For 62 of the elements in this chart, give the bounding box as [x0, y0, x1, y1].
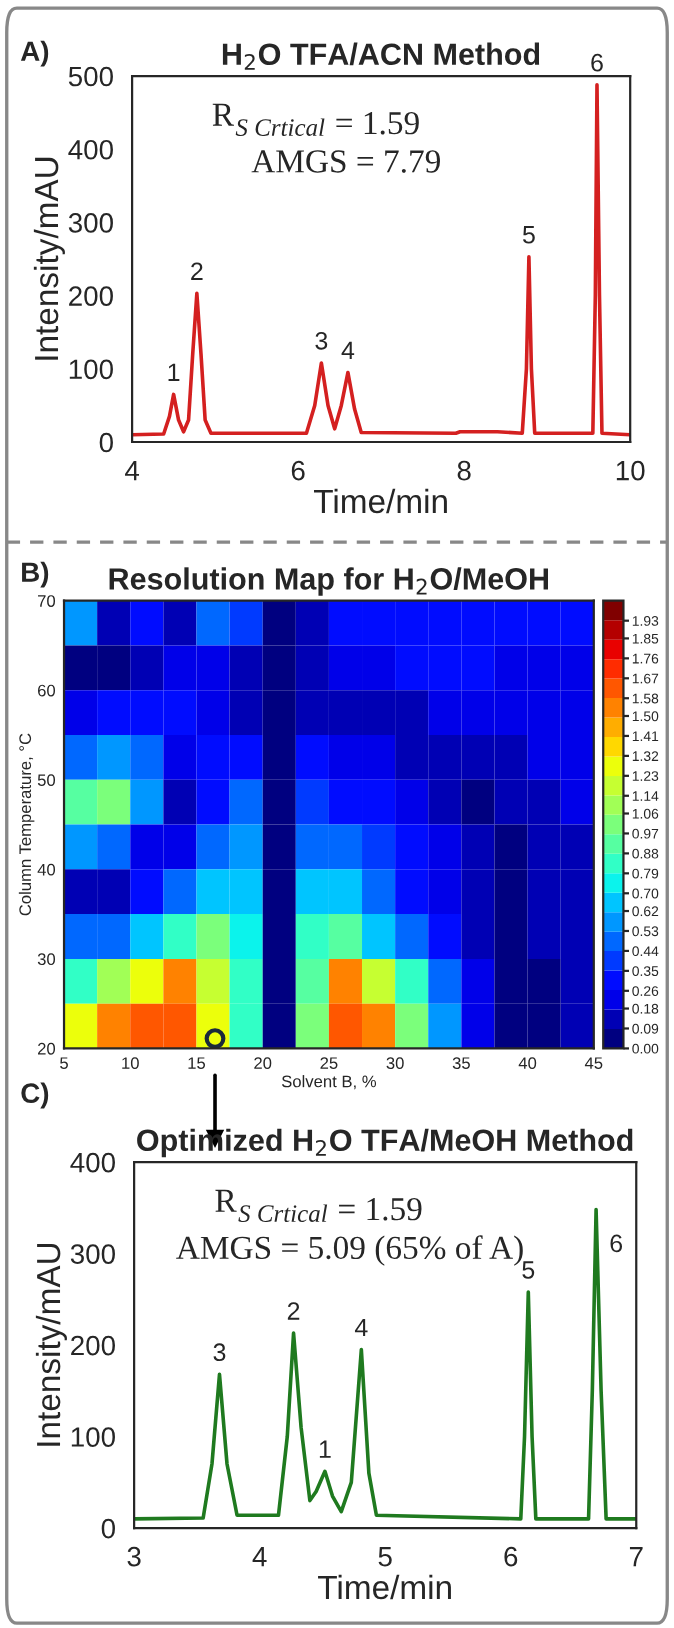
- annotation: 6: [591, 53, 603, 72]
- x-tick-label: 6: [291, 460, 305, 481]
- y-tick-label: 200: [69, 286, 113, 306]
- y-tick-label: 500: [68, 66, 113, 87]
- y-axis-title: Intensity/mAU: [35, 1243, 67, 1446]
- chart-title: Optimized H$_{2}$O TFA/MeOH Method: [137, 1128, 633, 1158]
- annotation: AMGS = 5.09 (65% of A): [176, 1235, 523, 1266]
- annotation: 3: [213, 1343, 226, 1362]
- x-tick-label: 6: [504, 1546, 518, 1567]
- y-tick-label: 20: [38, 1042, 56, 1055]
- y-tick-label: 200: [71, 1335, 115, 1356]
- annotation: 3: [315, 331, 328, 350]
- annotation: AMGS = 7.79: [251, 150, 440, 173]
- x-tick-label: 20: [254, 1057, 272, 1070]
- y-tick-label: 30: [37, 953, 56, 966]
- chart-title: Resolution Map for H$_{2}$O/MeOH: [109, 567, 548, 596]
- y-tick-label: 0: [99, 432, 113, 453]
- x-tick-label: 30: [386, 1057, 404, 1070]
- x-tick-label: 3: [127, 1546, 141, 1567]
- x-tick-label: 45: [584, 1057, 603, 1070]
- x-tick-label: 15: [188, 1057, 206, 1070]
- annotation: 1: [319, 1440, 331, 1458]
- x-tick-label: 7: [629, 1547, 643, 1567]
- text: C): [21, 1082, 49, 1109]
- y-tick-label: 40: [37, 863, 56, 876]
- x-tick-label: 5: [60, 1057, 68, 1070]
- y-tick-label: 400: [68, 139, 113, 160]
- x-tick-label: 10: [616, 460, 645, 481]
- y-tick-label: 70: [38, 595, 56, 607]
- y-tick-label: 60: [38, 684, 56, 697]
- annotation: 5: [522, 1261, 535, 1279]
- annotation: 2: [287, 1302, 300, 1320]
- x-axis-title: Time/min: [318, 1574, 451, 1600]
- x-tick-label: 8: [457, 460, 471, 481]
- x-tick-label: 4: [125, 461, 140, 481]
- y-axis-title: Intensity/mAU: [33, 157, 65, 360]
- x-tick-label: 25: [320, 1057, 338, 1070]
- x-tick-label: 35: [452, 1057, 470, 1070]
- y-tick-label: 50: [37, 774, 56, 787]
- text: B): [22, 561, 49, 588]
- annotation: 5: [522, 226, 535, 244]
- x-axis-title: Time/min: [314, 488, 447, 514]
- chart-title: H$_{2}$O TFA/ACN Method: [222, 42, 540, 70]
- annotation: 6: [610, 1234, 623, 1253]
- x-tick-label: 5: [378, 1547, 392, 1567]
- y-axis-title: Column Temperature, °C: [18, 733, 35, 916]
- y-tick-label: 400: [70, 1152, 115, 1173]
- annotation: 1: [168, 363, 180, 381]
- y-tick-label: 300: [68, 213, 113, 233]
- y-tick-label: 100: [71, 1427, 115, 1447]
- text: A): [20, 40, 49, 67]
- y-tick-label: 0: [101, 1518, 115, 1539]
- x-tick-label: 40: [518, 1057, 537, 1070]
- x-tick-label: 10: [122, 1057, 139, 1070]
- annotation: 4: [354, 1318, 368, 1337]
- x-tick-label: 4: [252, 1547, 267, 1567]
- y-tick-label: 300: [70, 1244, 115, 1264]
- x-axis-title: Solvent B, %: [281, 1075, 377, 1090]
- annotation: 4: [341, 341, 355, 359]
- y-tick-label: 100: [69, 359, 113, 380]
- annotation: 2: [191, 262, 203, 280]
- line-series: [132, 83, 631, 437]
